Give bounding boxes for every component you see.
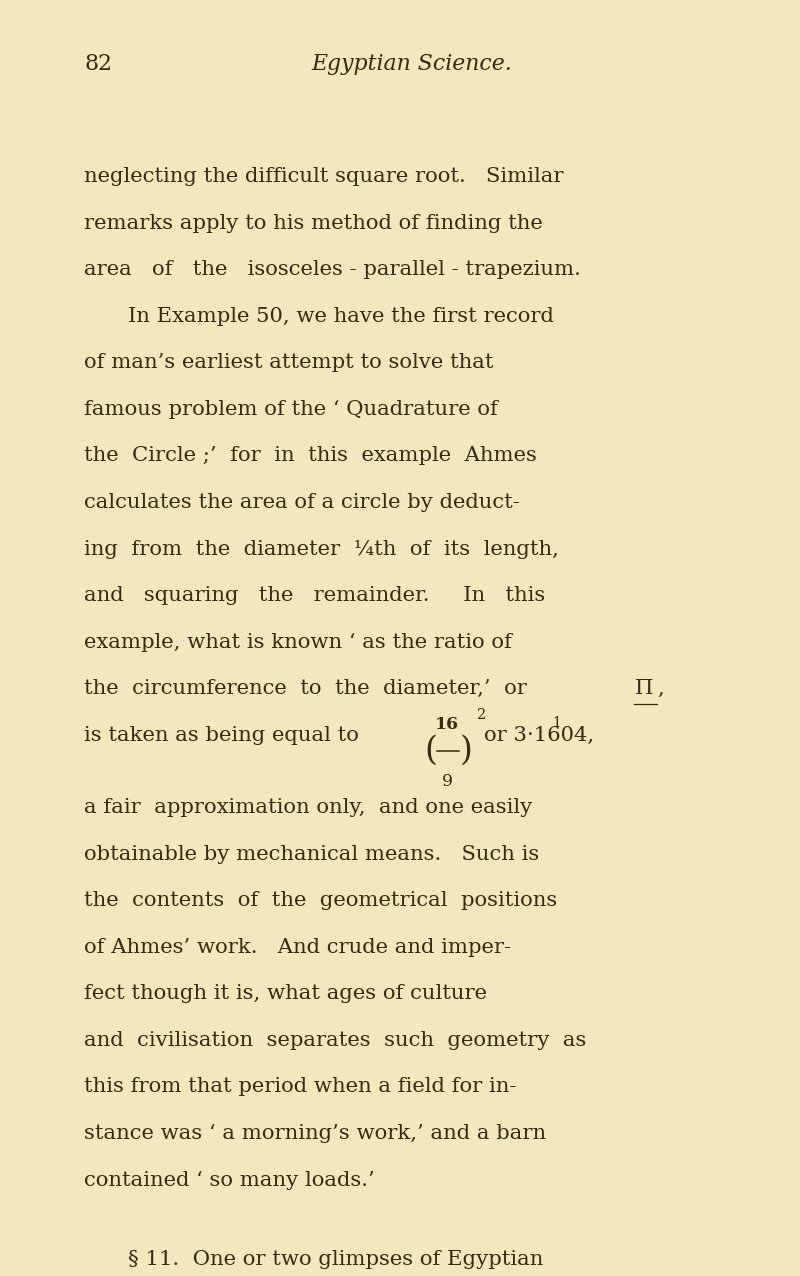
Text: Egyptian Science.: Egyptian Science. xyxy=(312,54,512,75)
Text: 82: 82 xyxy=(84,54,112,75)
Text: and  civilisation  separates  such  geometry  as: and civilisation separates such geometry… xyxy=(84,1031,586,1050)
Text: of Ahmes’ work.   And crude and imper-: of Ahmes’ work. And crude and imper- xyxy=(84,938,511,957)
Text: In Example 50, we have the first record: In Example 50, we have the first record xyxy=(128,306,554,325)
Text: ): ) xyxy=(459,735,472,767)
Text: remarks apply to his method of finding the: remarks apply to his method of finding t… xyxy=(84,213,542,232)
Text: ,: , xyxy=(657,679,663,698)
Text: a fair  approximation only,  and one easily: a fair approximation only, and one easil… xyxy=(84,798,532,817)
Text: 1: 1 xyxy=(553,716,562,730)
Text: area   of   the   isosceles - parallel - trapezium.: area of the isosceles - parallel - trape… xyxy=(84,260,581,279)
Text: stance was ‘ a morning’s work,’ and a barn: stance was ‘ a morning’s work,’ and a ba… xyxy=(84,1124,546,1143)
Text: the  circumference  to  the  diameter,’  or: the circumference to the diameter,’ or xyxy=(84,679,540,698)
Text: calculates the area of a circle by deduct-: calculates the area of a circle by deduc… xyxy=(84,493,520,512)
Text: is taken as being equal to: is taken as being equal to xyxy=(84,726,366,745)
Text: contained ‘ so many loads.’: contained ‘ so many loads.’ xyxy=(84,1170,374,1189)
Text: ing  from  the  diameter  ¼th  of  its  length,: ing from the diameter ¼th of its length, xyxy=(84,540,559,559)
Text: famous problem of the ‘ Quadrature of: famous problem of the ‘ Quadrature of xyxy=(84,399,498,419)
Text: obtainable by mechanical means.   Such is: obtainable by mechanical means. Such is xyxy=(84,845,539,864)
Text: of man’s earliest attempt to solve that: of man’s earliest attempt to solve that xyxy=(84,353,494,373)
Text: (: ( xyxy=(425,735,438,767)
Text: or 3·1604,: or 3·1604, xyxy=(484,726,594,745)
Text: neglecting the difficult square root.   Similar: neglecting the difficult square root. Si… xyxy=(84,167,563,186)
Text: fect though it is, what ages of culture: fect though it is, what ages of culture xyxy=(84,984,487,1003)
Text: the  contents  of  the  geometrical  positions: the contents of the geometrical position… xyxy=(84,891,558,910)
Text: Π: Π xyxy=(634,679,653,698)
Text: and   squaring   the   remainder.     In   this: and squaring the remainder. In this xyxy=(84,586,546,605)
Text: example, what is known ‘ as the ratio of: example, what is known ‘ as the ratio of xyxy=(84,633,512,652)
Text: 16: 16 xyxy=(435,716,459,734)
Text: 9: 9 xyxy=(442,773,453,790)
Text: § 11.  One or two glimpses of Egyptian: § 11. One or two glimpses of Egyptian xyxy=(128,1249,543,1268)
Text: the  Circle ;’  for  in  this  example  Ahmes: the Circle ;’ for in this example Ahmes xyxy=(84,447,537,466)
Text: 2: 2 xyxy=(477,708,486,722)
Text: this from that period when a field for in-: this from that period when a field for i… xyxy=(84,1077,516,1096)
